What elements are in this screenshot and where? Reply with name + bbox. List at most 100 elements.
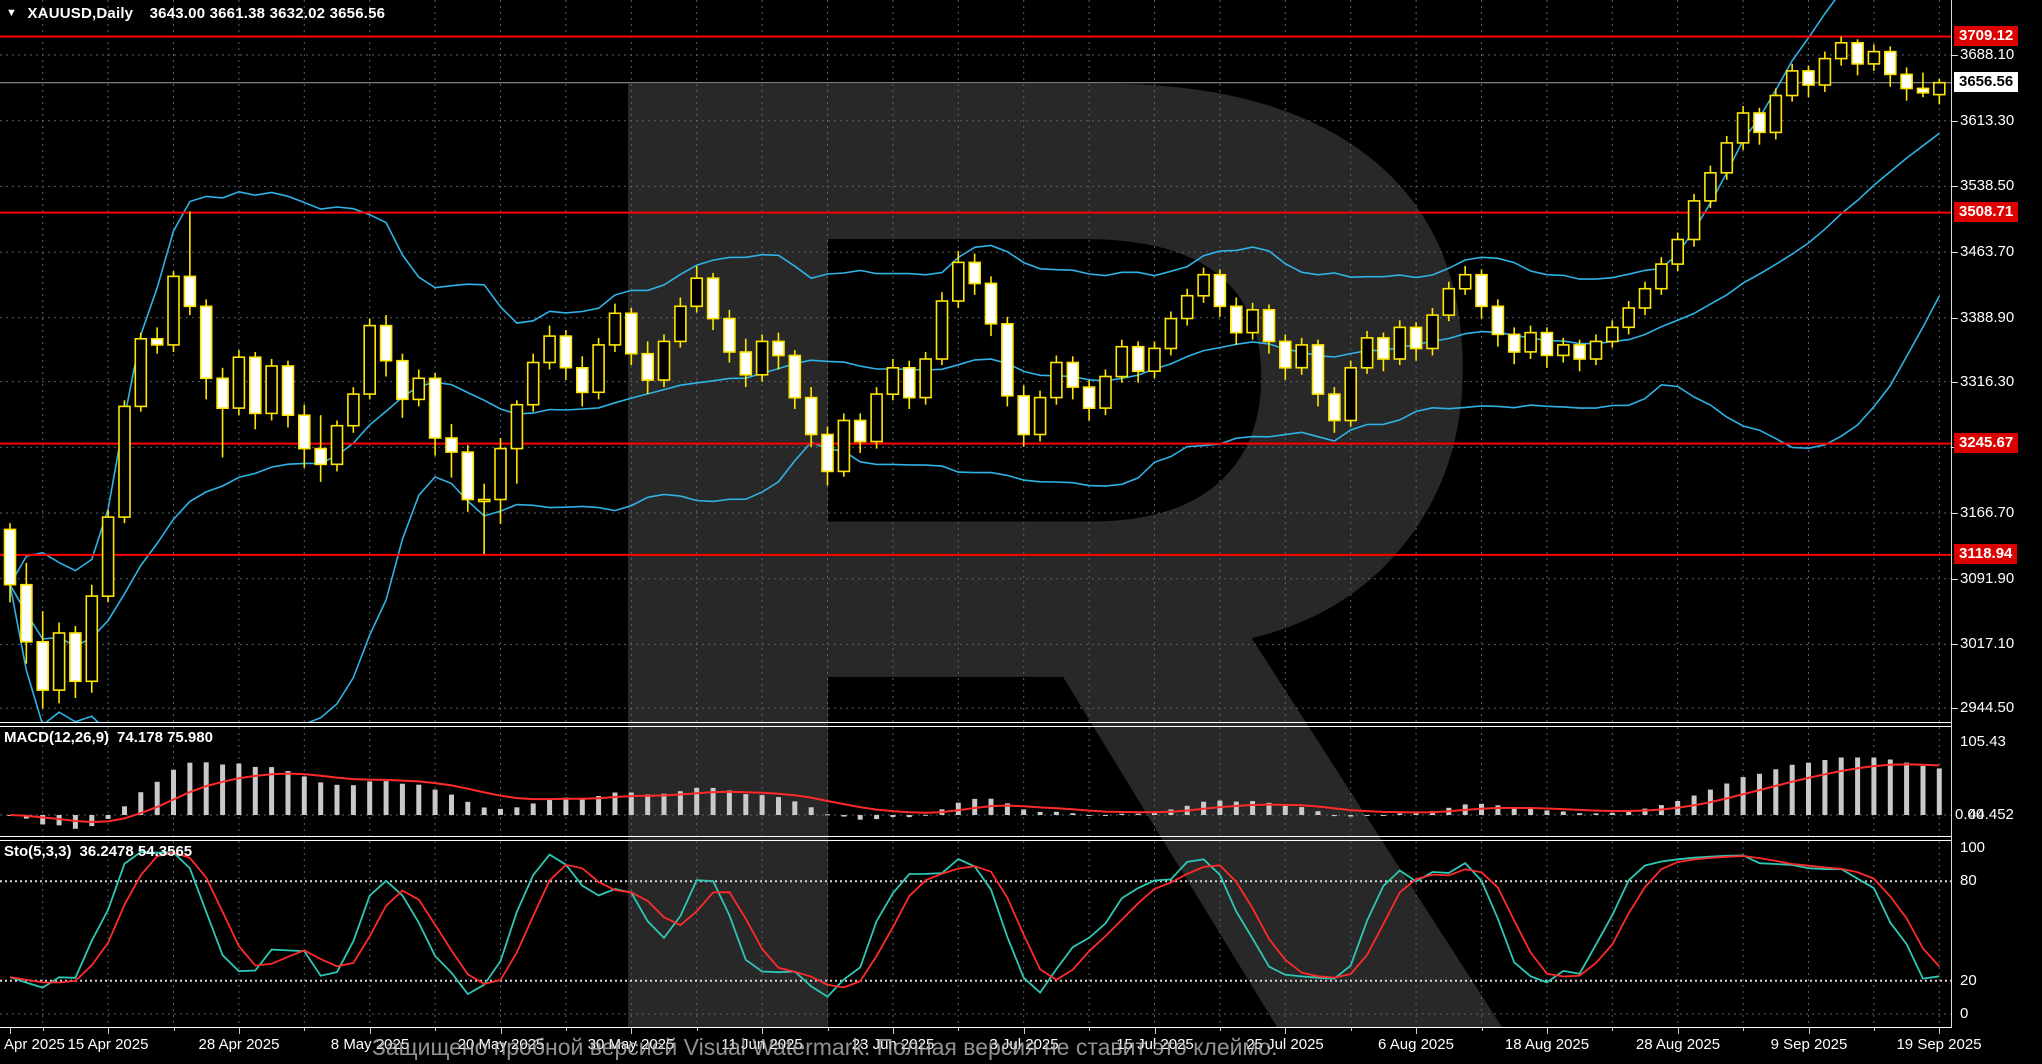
panel-separator[interactable] <box>0 840 2042 841</box>
time-tick <box>1155 1028 1156 1034</box>
time-tick <box>108 1028 109 1034</box>
time-tick <box>1547 1028 1548 1034</box>
time-minor-tick <box>1089 1028 1090 1031</box>
time-tick <box>1024 1028 1025 1034</box>
time-minor-tick <box>828 1028 829 1031</box>
time-tick-label: 23 Jun 2025 <box>851 1036 935 1053</box>
panel-separator[interactable] <box>0 836 2042 837</box>
price-tick-label: 2944.50 <box>1960 699 2015 716</box>
time-minor-tick <box>174 1028 175 1031</box>
time-minor-tick <box>1482 1028 1483 1031</box>
price-tick-label: 3017.10 <box>1960 635 2015 652</box>
time-minor-tick <box>1612 1028 1613 1031</box>
time-tick-label: 18 Aug 2025 <box>1504 1036 1590 1053</box>
stochastic-name: Sto(5,3,3) <box>4 843 72 860</box>
price-chart-panel[interactable] <box>0 0 1951 722</box>
stochastic-axis-label: 20 <box>1960 972 1977 989</box>
symbol-period-label: XAUUSD,Daily <box>27 5 134 22</box>
price-tick-label: 3613.30 <box>1960 112 2015 129</box>
price-tick-label: 3463.70 <box>1960 243 2015 260</box>
time-tick-label: 6 Aug 2025 <box>1378 1036 1454 1053</box>
price-tick <box>1952 252 1958 253</box>
current-price-badge: 3656.56 <box>1954 72 2019 92</box>
macd-axis-max: 105.43 <box>1960 733 2006 750</box>
stochastic-indicator-label: Sto(5,3,3) 36.2478 54.3565 <box>4 843 192 860</box>
macd-axis-zero: 0.00 <box>1955 806 1985 823</box>
time-tick-label: 30 May 2025 <box>587 1036 675 1053</box>
time-axis[interactable]: Apr 2025 15 Apr 2025 28 Apr 2025 8 May 2025… <box>0 1028 2042 1064</box>
price-tick-label: 3538.50 <box>1960 177 2015 194</box>
chart-title: ▼ XAUUSD,Daily 3643.00 3661.38 3632.02 3… <box>6 5 385 22</box>
panel-separator <box>0 1027 2042 1028</box>
stochastic-axis-label: 80 <box>1960 872 1977 889</box>
level-price-badge: 3245.67 <box>1954 433 2019 453</box>
time-minor-tick <box>1220 1028 1221 1031</box>
time-minor-tick <box>566 1028 567 1031</box>
price-tick <box>1952 513 1958 514</box>
price-tick <box>1952 55 1958 56</box>
time-tick <box>501 1028 502 1034</box>
price-tick <box>1952 708 1958 709</box>
time-minor-tick <box>958 1028 959 1031</box>
price-tick <box>1952 579 1958 580</box>
price-tick-label: 3091.90 <box>1960 570 2015 587</box>
time-minor-tick <box>1351 1028 1352 1031</box>
time-tick <box>1416 1028 1417 1034</box>
price-tick-label: 3388.90 <box>1960 309 2015 326</box>
time-minor-tick <box>1743 1028 1744 1031</box>
time-tick-label: Apr 2025 <box>4 1036 65 1053</box>
level-price-badge: 3709.12 <box>1954 26 2019 46</box>
macd-panel[interactable] <box>0 727 1951 836</box>
price-tick <box>1952 318 1958 319</box>
time-minor-tick <box>697 1028 698 1031</box>
price-tick-label: 3316.30 <box>1960 373 2015 390</box>
time-tick-label: 28 Aug 2025 <box>1635 1036 1721 1053</box>
time-tick <box>239 1028 240 1034</box>
price-tick-label: 3688.10 <box>1960 46 2015 63</box>
time-tick-label: 11 Jun 2025 <box>721 1036 803 1053</box>
time-tick <box>893 1028 894 1034</box>
stochastic-current-values: 36.2478 54.3565 <box>79 843 193 860</box>
stochastic-panel[interactable] <box>0 841 1951 1027</box>
time-tick <box>1939 1028 1940 1034</box>
level-price-badge: 3508.71 <box>1954 202 2019 222</box>
macd-current-values: 74.178 75.980 <box>117 729 213 746</box>
time-tick-label: 20 May 2025 <box>457 1036 545 1053</box>
macd-name: MACD(12,26,9) <box>4 729 110 746</box>
time-minor-tick <box>304 1028 305 1031</box>
time-tick <box>762 1028 763 1034</box>
time-tick-label: 28 Apr 2025 <box>198 1036 280 1053</box>
panel-separator[interactable] <box>0 726 2042 727</box>
time-tick-label: 9 Sep 2025 <box>1770 1036 1848 1053</box>
price-tick <box>1952 186 1958 187</box>
time-minor-tick <box>435 1028 436 1031</box>
price-tick <box>1952 644 1958 645</box>
macd-indicator-label: MACD(12,26,9) 74.178 75.980 <box>4 729 213 746</box>
time-tick <box>370 1028 371 1034</box>
time-tick <box>1678 1028 1679 1034</box>
time-minor-tick <box>1874 1028 1875 1031</box>
ohlc-values: 3643.00 3661.38 3632.02 3656.56 <box>149 5 386 22</box>
symbol-dropdown-icon[interactable]: ▼ <box>6 7 18 19</box>
watermark-trial-text: Защищено пробной версией Visual Watermar… <box>372 1034 1278 1060</box>
price-tick <box>1952 121 1958 122</box>
time-tick-label: 25 Jul 2025 <box>1246 1036 1324 1053</box>
time-tick-label: 19 Sep 2025 <box>1896 1036 1982 1053</box>
time-tick <box>1809 1028 1810 1034</box>
price-axis-border <box>1951 0 1952 1028</box>
price-axis[interactable]: 3688.10 3613.30 3538.50 3463.70 3388.90 3316.… <box>1952 0 2042 1028</box>
time-tick-label: 8 May 2025 <box>330 1036 410 1053</box>
time-tick <box>631 1028 632 1034</box>
price-tick-label: 3166.70 <box>1960 504 2015 521</box>
macd-axis-mid: 44.452 <box>1968 806 2014 823</box>
time-tick <box>1285 1028 1286 1034</box>
price-tick <box>1952 382 1958 383</box>
stochastic-axis-label: 0 <box>1960 1005 1969 1022</box>
time-minor-tick <box>43 1028 44 1031</box>
time-tick-label: 15 Jul 2025 <box>1116 1036 1194 1053</box>
time-tick <box>10 1028 11 1034</box>
panel-separator[interactable] <box>0 722 2042 723</box>
time-tick-label: 3 Jul 2025 <box>989 1036 1059 1053</box>
time-tick-label: 15 Apr 2025 <box>67 1036 149 1053</box>
